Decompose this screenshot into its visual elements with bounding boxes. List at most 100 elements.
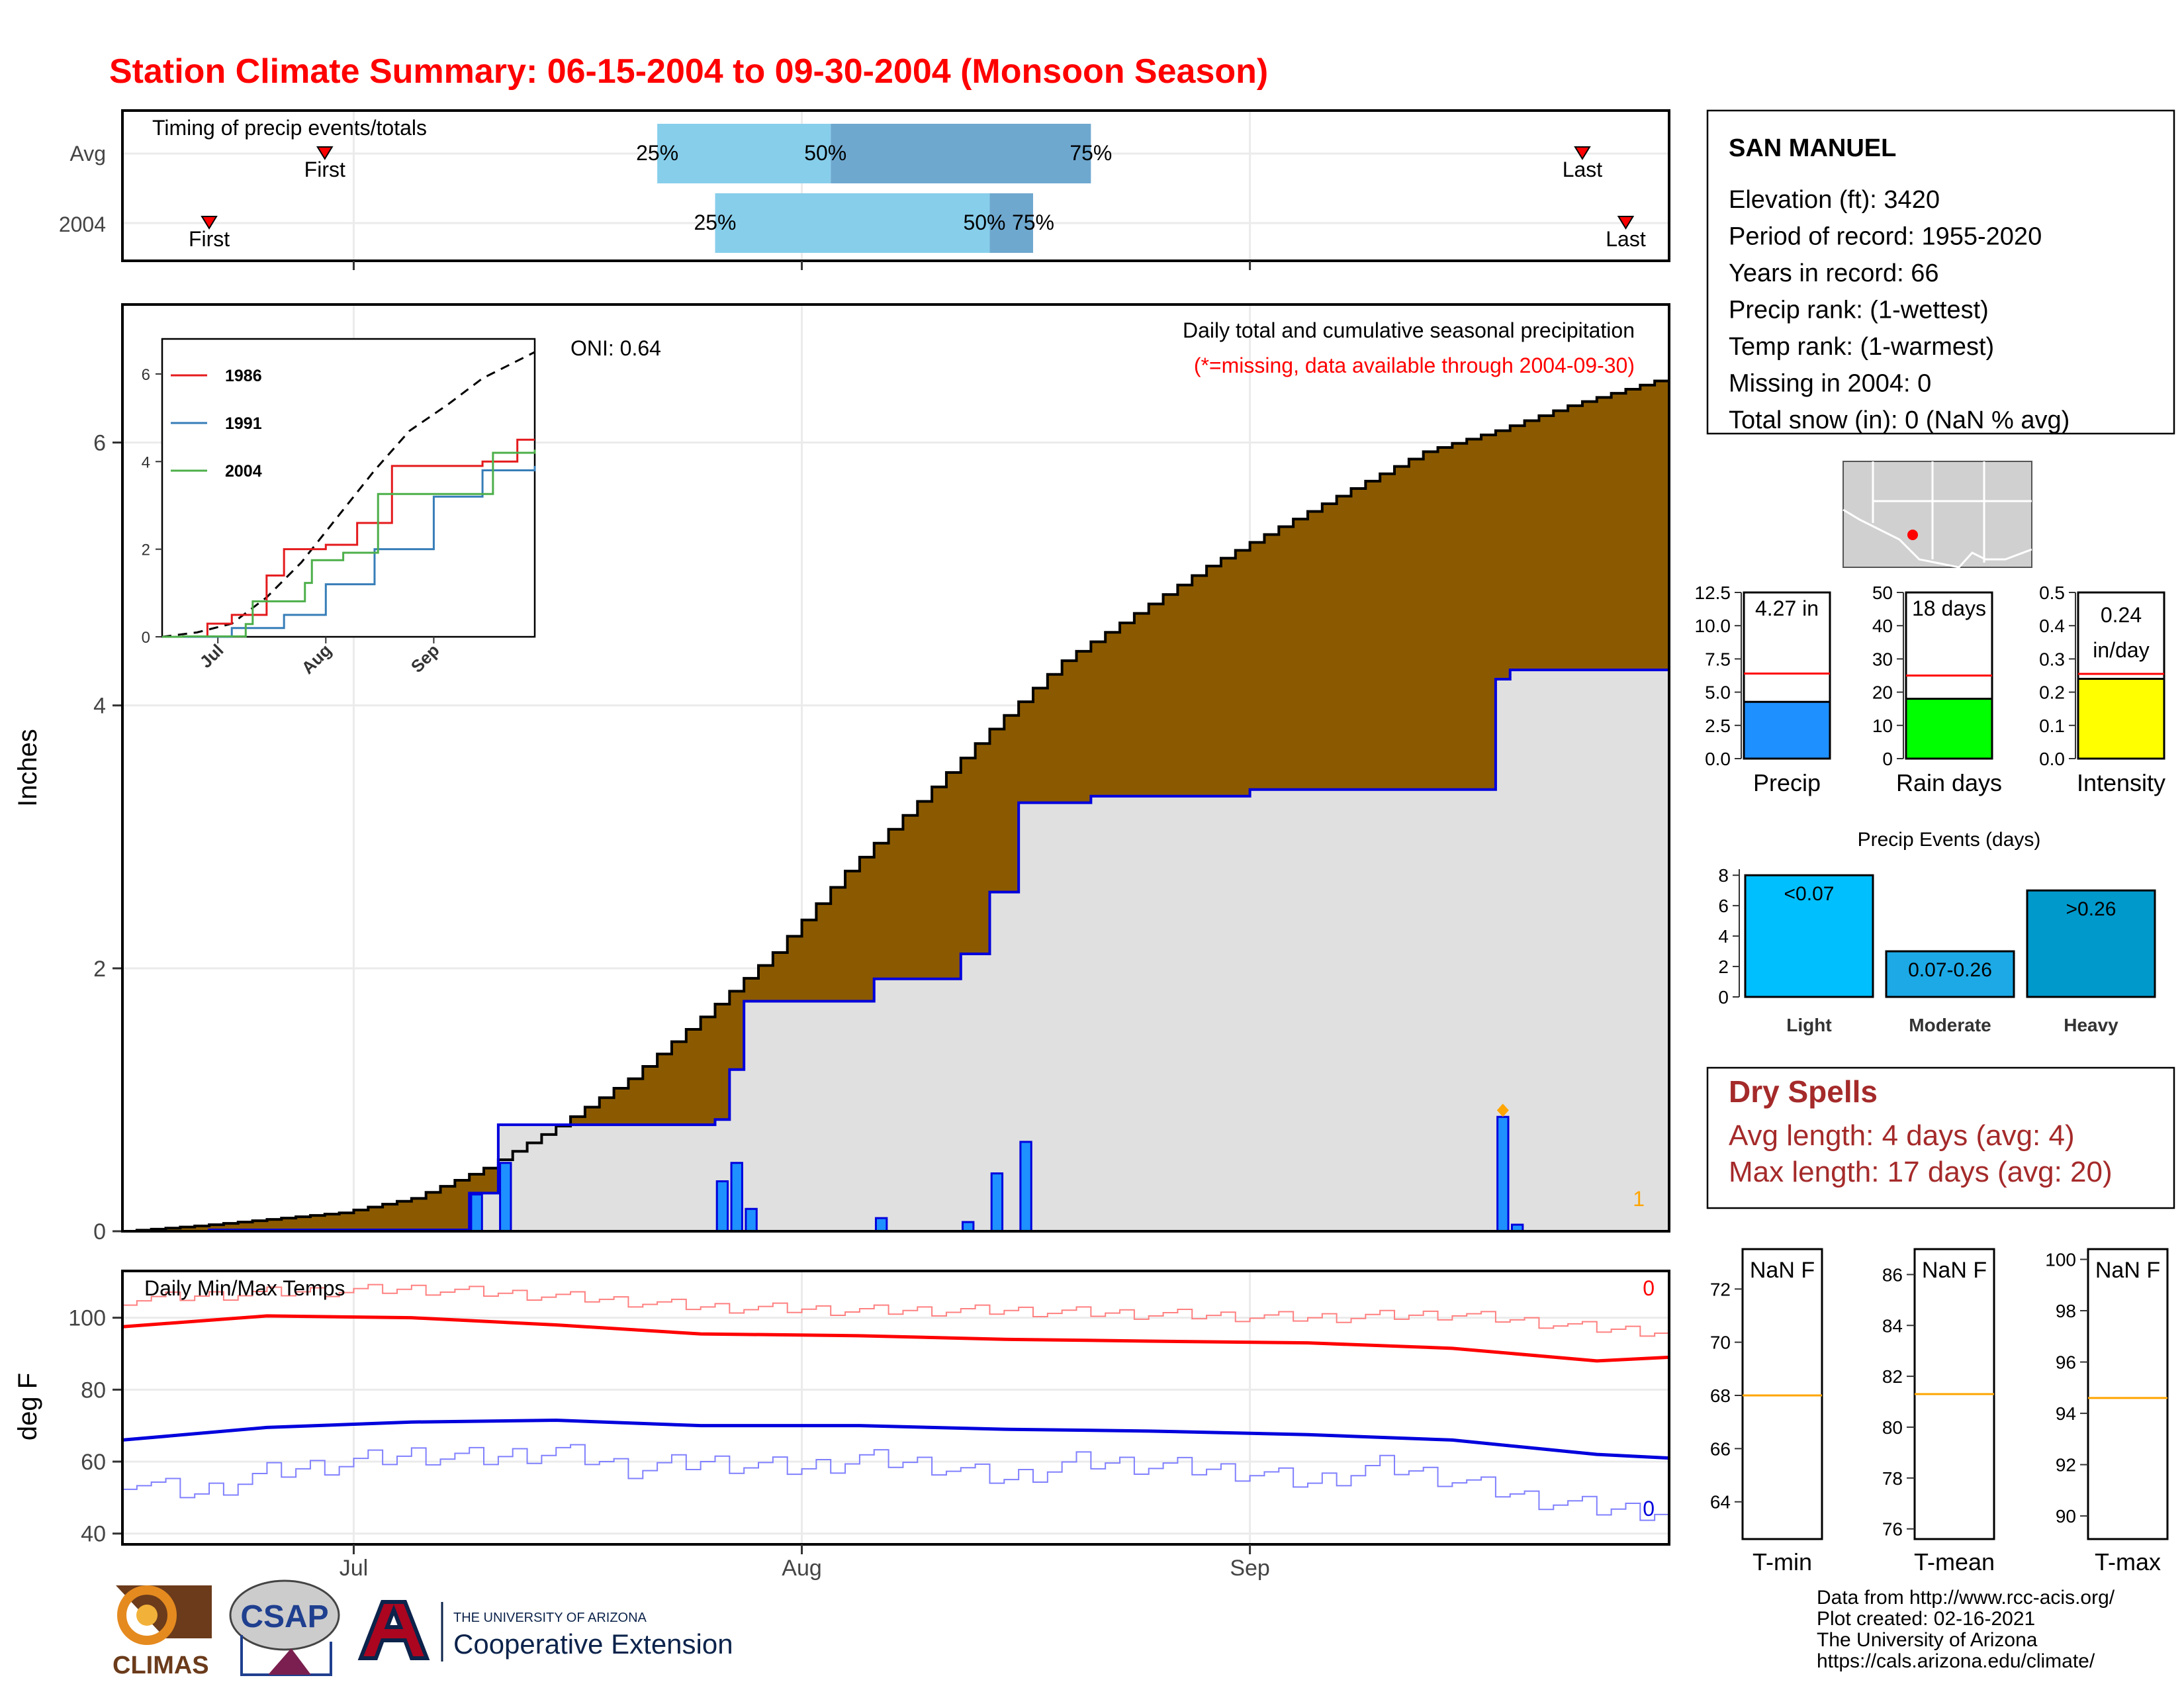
- temp-line-min_avg: [122, 1419, 1670, 1460]
- timing-bar-high-0: [831, 124, 1091, 183]
- bar-panel-1-label: Rain days: [1896, 769, 2002, 796]
- temp-box-1-tick-label-0: 76: [1882, 1519, 1903, 1540]
- bar-panel-0-tick-label-0: 0.0: [1705, 749, 1731, 769]
- timing-p75-label-1: 75%: [1012, 211, 1054, 234]
- temp-y-tick-label-0: 40: [81, 1522, 106, 1547]
- timing-last-marker-1: [1617, 216, 1635, 230]
- bar-panel-2-tick-label-2: 0.2: [2039, 682, 2065, 703]
- precip-y-tick-label-2: 4: [93, 694, 106, 719]
- temp-line-max_avg: [122, 1314, 1670, 1363]
- timing-panel: Timing of precip events/totals Avg 2004 …: [59, 109, 1670, 270]
- temp-box-0-tick-label-2: 68: [1710, 1385, 1731, 1406]
- timing-first-label-1: First: [189, 227, 230, 251]
- x-tick-label-2: Sep: [1230, 1556, 1270, 1581]
- daily-precip-bar-1: [499, 1162, 512, 1233]
- timing-first-marker-1: [201, 216, 218, 230]
- bar-panel-1-tick-label-4: 40: [1872, 616, 1893, 636]
- temp-box-0-tick-label-0: 64: [1710, 1492, 1731, 1513]
- inset-y-tick-label-2: 4: [142, 453, 150, 471]
- daily-precip-bar-5: [874, 1217, 888, 1233]
- temp-box-2-value: NaN F: [2095, 1258, 2160, 1283]
- precip-events-title: Precip Events (days): [1858, 829, 2041, 851]
- inset-y-tick-label-0: 0: [142, 629, 150, 647]
- missing-count: 1: [1633, 1187, 1645, 1211]
- temp-box-1-label: T-mean: [1914, 1548, 1995, 1575]
- temp-box-1-tick-label-3: 82: [1882, 1366, 1903, 1387]
- bar-panel-1-value: 18 days: [1912, 596, 1986, 620]
- bar-panel-2-value-unit: in/day: [2093, 638, 2149, 662]
- timing-bar-low-1: [715, 193, 990, 253]
- station-info-line-3: Precip rank: (1-wettest): [1729, 297, 1989, 324]
- station-name: SAN MANUEL: [1729, 134, 1896, 162]
- dry-spells-avg: Avg length: 4 days (avg: 4): [1729, 1119, 2075, 1152]
- timing-last-label-1: Last: [1606, 227, 1646, 251]
- timing-panel-label: Timing of precip events/totals: [152, 116, 427, 140]
- bar-panel-0-value: 4.27 in: [1755, 596, 1819, 620]
- temp-panel-label: Daily Min/Max Temps: [144, 1276, 345, 1300]
- timing-last-marker-0: [1574, 146, 1591, 160]
- bar-panel-0-label: Precip: [1753, 769, 1821, 796]
- x-tick-label-1: Aug: [782, 1556, 822, 1581]
- events-bar-range-2: >0.26: [2066, 898, 2116, 920]
- ua-small-text: THE UNIVERSITY OF ARIZONA: [453, 1611, 647, 1625]
- events-bar-label-1: Moderate: [1909, 1015, 1991, 1035]
- bar-panel-2-bar: [2077, 678, 2165, 760]
- temp-box-2-tick-label-2: 94: [2056, 1403, 2076, 1424]
- bar-panel-0-tick-label-5: 12.5: [1695, 583, 1731, 603]
- timing-p50-label-0: 50%: [804, 141, 846, 165]
- station-info-line-1: Period of record: 1955-2020: [1729, 223, 2042, 251]
- station-info-line-4: Temp rank: (1-warmest): [1729, 333, 1994, 361]
- temp-box-2-tick-label-4: 98: [2056, 1301, 2076, 1321]
- timing-row-label-2004: 2004: [59, 212, 106, 236]
- events-tick-label-3: 6: [1718, 896, 1729, 916]
- inset-line-1986: [162, 438, 535, 638]
- station-info-line-0: Elevation (ft): 3420: [1729, 186, 1940, 214]
- bar-panel-1-tick-label-3: 30: [1872, 649, 1893, 669]
- temp-box-1-value: NaN F: [1922, 1258, 1987, 1283]
- daily-precip-bar-8: [1019, 1141, 1032, 1233]
- cumulative-2004-area: [122, 670, 1669, 1231]
- events-bar-label-2: Heavy: [2064, 1015, 2118, 1035]
- credit-line-1: Plot created: 02-16-2021: [1817, 1608, 2035, 1630]
- temp-box-2-label: T-max: [2095, 1548, 2161, 1575]
- bar-panel-1-tick-label-1: 10: [1872, 716, 1893, 736]
- ua-big-text: Cooperative Extension: [453, 1628, 733, 1660]
- timing-p75-label-0: 75%: [1069, 141, 1112, 165]
- bar-panel-1-tick-label-5: 50: [1872, 583, 1893, 603]
- temp-y-tick-label-3: 100: [68, 1306, 106, 1331]
- temp-box-1-tick-label-1: 78: [1882, 1468, 1903, 1489]
- events-bar-label-0: Light: [1786, 1015, 1831, 1035]
- events-tick-label-0: 0: [1718, 987, 1729, 1008]
- temp-box-2-frame: [2087, 1248, 2169, 1540]
- inset-legend-label-0: 1986: [225, 367, 262, 385]
- csap-logo: CSAP: [229, 1579, 340, 1676]
- daily-precip-bar-6: [962, 1221, 975, 1233]
- timing-row-label-avg: Avg: [69, 142, 106, 165]
- daily-precip-bar-4: [745, 1207, 758, 1233]
- temp-panel: 40 60 80 100 Daily Min/Max Temps 0 0 deg F: [13, 1270, 1670, 1547]
- x-axis: Jul Aug Sep: [340, 1544, 1270, 1581]
- temp-ylabel: deg F: [13, 1373, 42, 1440]
- bar-panel-2-tick-label-0: 0.0: [2039, 749, 2065, 769]
- oni-label: ONI: 0.64: [570, 336, 661, 360]
- precip-panel-subtitle: (*=missing, data available through 2004-…: [1194, 353, 1635, 377]
- precip-events-panel: Precip Events (days) 0 2 4 6 8 <0.07 Light 0.07…: [1707, 829, 2174, 1048]
- station-info-line-6: Total snow (in): 0 (NaN % avg): [1729, 406, 2070, 434]
- temp-y-tick-label-1: 60: [81, 1450, 106, 1475]
- temp-box-2-tick-label-1: 92: [2056, 1455, 2076, 1476]
- temp-line-max_daily: [122, 1284, 1670, 1337]
- daily-precip-bar-3: [730, 1162, 743, 1233]
- temp-box-0-frame: [1741, 1248, 1823, 1540]
- bar-panel-0-bar: [1743, 700, 1831, 760]
- inset-legend-label-1: 1991: [225, 414, 262, 433]
- precip-ylabel: Inches: [13, 729, 42, 807]
- inset-legend-label-2: 2004: [225, 462, 262, 481]
- timing-p25-label-0: 25%: [636, 141, 678, 165]
- csap-logo-text: CSAP: [240, 1599, 328, 1634]
- timing-first-label-0: First: [304, 158, 345, 181]
- temp-box-0-tick-label-1: 66: [1710, 1438, 1731, 1459]
- logos: CLIMAS CSAP THE UNIVERSITY OF ARIZONA Co…: [113, 1579, 733, 1679]
- avg-cumulative-line: [122, 377, 1670, 1233]
- temp-box-0-value: NaN F: [1750, 1258, 1815, 1283]
